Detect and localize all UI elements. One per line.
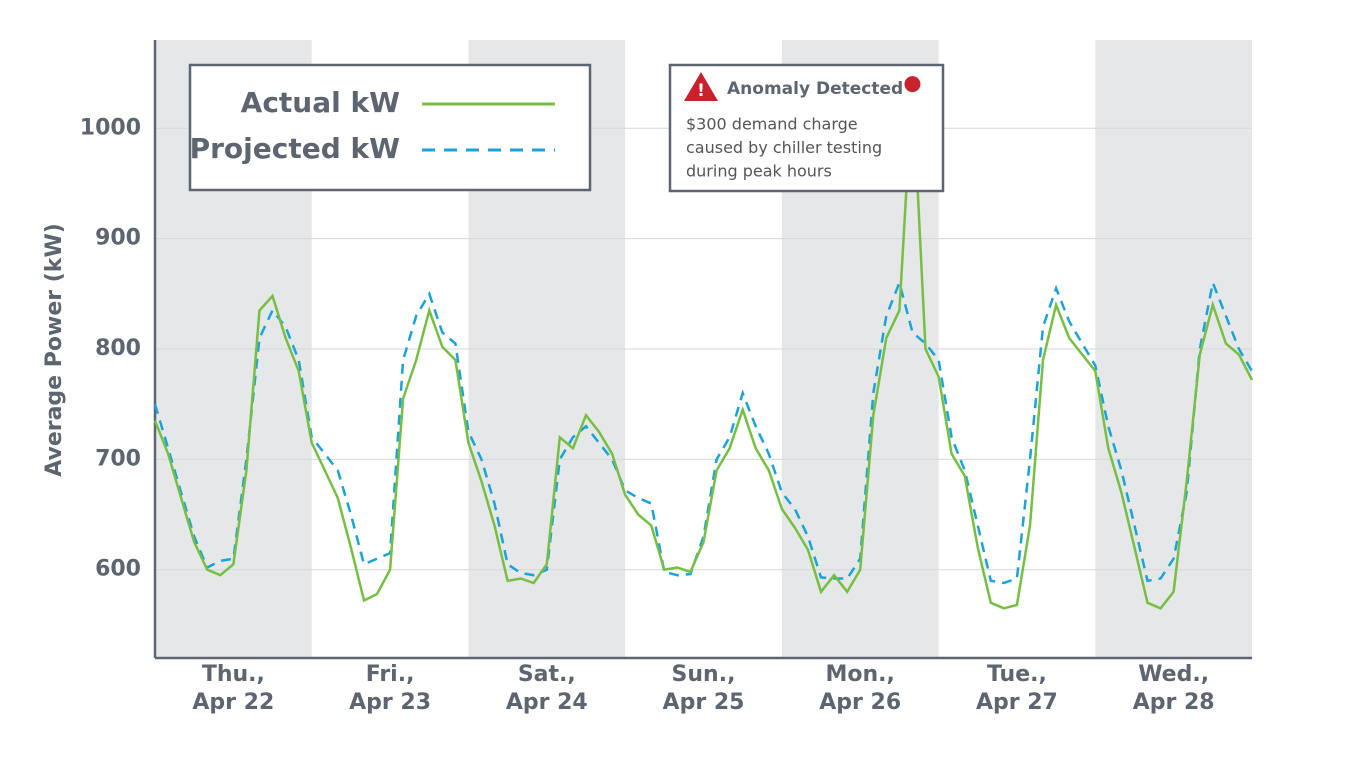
annotation-title: Anomaly Detected xyxy=(727,79,903,99)
annotation-text: during peak hours xyxy=(686,162,832,181)
x-tick-label: Apr 24 xyxy=(506,690,588,715)
legend-label: Actual kW xyxy=(241,86,400,119)
x-tick-label: Apr 28 xyxy=(1133,690,1215,715)
y-tick-label: 600 xyxy=(95,557,141,582)
annotation-text: $300 demand charge xyxy=(686,115,858,134)
series-line xyxy=(153,278,1254,585)
x-tick-label: Apr 27 xyxy=(976,690,1058,715)
x-tick-label: Sat., xyxy=(518,662,576,687)
y-axis-label: Average Power (kW) xyxy=(42,223,67,477)
legend-box xyxy=(188,63,592,192)
x-tick-label: Thu., xyxy=(202,662,265,687)
x-tick-label: Apr 26 xyxy=(819,690,901,715)
warning-mark: ! xyxy=(697,81,705,101)
y-tick-label: 700 xyxy=(95,446,141,471)
anomaly-point xyxy=(904,76,921,93)
series-line xyxy=(153,84,1254,610)
y-tick-label: 800 xyxy=(95,336,141,361)
warning-icon xyxy=(684,72,718,101)
x-tick-label: Sun., xyxy=(672,662,736,687)
x-tick-label: Wed., xyxy=(1138,662,1209,687)
x-tick-label: Apr 25 xyxy=(663,690,745,715)
y-tick-label: 900 xyxy=(95,226,141,251)
annotation-box xyxy=(668,63,945,193)
legend-label: Projected kW xyxy=(190,132,401,165)
x-tick-label: Fri., xyxy=(366,662,415,687)
y-tick-label: 1000 xyxy=(80,115,141,140)
annotation-text: caused by chiller testing xyxy=(686,138,882,157)
x-tick-label: Apr 22 xyxy=(192,690,274,715)
x-tick-label: Apr 23 xyxy=(349,690,431,715)
x-tick-label: Mon., xyxy=(826,662,895,687)
x-tick-label: Tue., xyxy=(987,662,1047,687)
